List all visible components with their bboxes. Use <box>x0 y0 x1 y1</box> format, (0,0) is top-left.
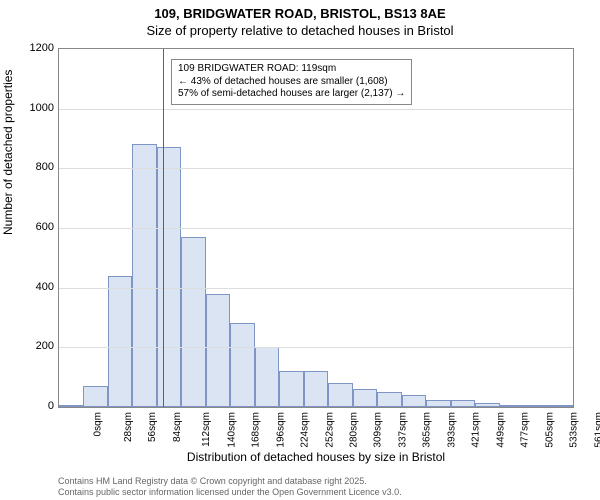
bar <box>132 144 156 407</box>
chart-container: { "chart": { "type": "histogram", "title… <box>0 0 600 500</box>
x-tick-label: 309sqm <box>373 412 384 448</box>
bar <box>304 371 328 407</box>
bar <box>157 147 181 407</box>
bar <box>83 386 107 407</box>
x-tick-label: 337sqm <box>398 412 409 448</box>
annotation-line3: 57% of semi-detached houses are larger (… <box>178 88 405 101</box>
y-tick-label: 600 <box>14 221 54 233</box>
bar <box>500 405 524 407</box>
y-tick-label: 0 <box>14 400 54 412</box>
footer-line2: Contains public sector information licen… <box>58 487 402 498</box>
x-tick-label: 365sqm <box>422 412 433 448</box>
bar <box>377 392 401 407</box>
x-tick-label: 393sqm <box>446 412 457 448</box>
bar <box>475 403 499 407</box>
x-tick-label: 505sqm <box>544 412 555 448</box>
bar <box>402 395 426 407</box>
x-tick-label: 224sqm <box>300 412 311 448</box>
y-tick-label: 400 <box>14 281 54 293</box>
gridline <box>59 228 573 229</box>
x-tick-label: 421sqm <box>471 412 482 448</box>
footer-line1: Contains HM Land Registry data © Crown c… <box>58 476 402 487</box>
x-axis-label: Distribution of detached houses by size … <box>58 450 574 464</box>
bar <box>181 237 205 407</box>
y-tick-label: 800 <box>14 161 54 173</box>
marker-line <box>163 49 164 407</box>
y-axis-label: Number of detached properties <box>1 70 15 235</box>
bar <box>426 400 450 407</box>
y-tick-label: 1000 <box>14 102 54 114</box>
chart-title: 109, BRIDGWATER ROAD, BRISTOL, BS13 8AE <box>0 0 600 23</box>
x-tick-label: 280sqm <box>349 412 360 448</box>
x-tick-label: 112sqm <box>201 412 212 447</box>
gridline <box>59 347 573 348</box>
x-tick-label: 56sqm <box>147 412 158 442</box>
bar <box>451 400 475 407</box>
annotation-line2: ← 43% of detached houses are smaller (1,… <box>178 76 405 89</box>
bar <box>59 405 83 407</box>
x-tick-label: 561sqm <box>593 412 600 448</box>
bar <box>353 389 377 407</box>
bar <box>328 383 352 407</box>
x-tick-label: 449sqm <box>495 412 506 448</box>
footer: Contains HM Land Registry data © Crown c… <box>58 476 402 498</box>
bar <box>230 323 254 407</box>
annotation-box: 109 BRIDGWATER ROAD: 119sqm ← 43% of det… <box>171 59 412 105</box>
x-tick-label: 533sqm <box>569 412 580 448</box>
x-tick-label: 84sqm <box>172 412 183 442</box>
bar <box>255 347 279 407</box>
x-tick-label: 252sqm <box>324 412 335 448</box>
chart-subtitle: Size of property relative to detached ho… <box>0 23 600 42</box>
x-tick-label: 140sqm <box>226 412 237 448</box>
annotation-line1: 109 BRIDGWATER ROAD: 119sqm <box>178 63 405 76</box>
bar <box>549 405 573 407</box>
x-tick-label: 168sqm <box>251 412 262 448</box>
y-tick-label: 1200 <box>14 42 54 54</box>
x-tick-label: 0sqm <box>93 412 104 436</box>
x-tick-label: 28sqm <box>123 412 134 442</box>
bar <box>524 405 548 407</box>
y-tick-label: 200 <box>14 340 54 352</box>
bar <box>279 371 303 407</box>
gridline <box>59 109 573 110</box>
bar <box>108 276 132 407</box>
x-tick-label: 477sqm <box>520 412 531 448</box>
x-tick-label: 196sqm <box>275 412 286 448</box>
gridline <box>59 168 573 169</box>
plot-area: 109 BRIDGWATER ROAD: 119sqm ← 43% of det… <box>58 48 574 408</box>
bar <box>206 294 230 407</box>
gridline <box>59 288 573 289</box>
